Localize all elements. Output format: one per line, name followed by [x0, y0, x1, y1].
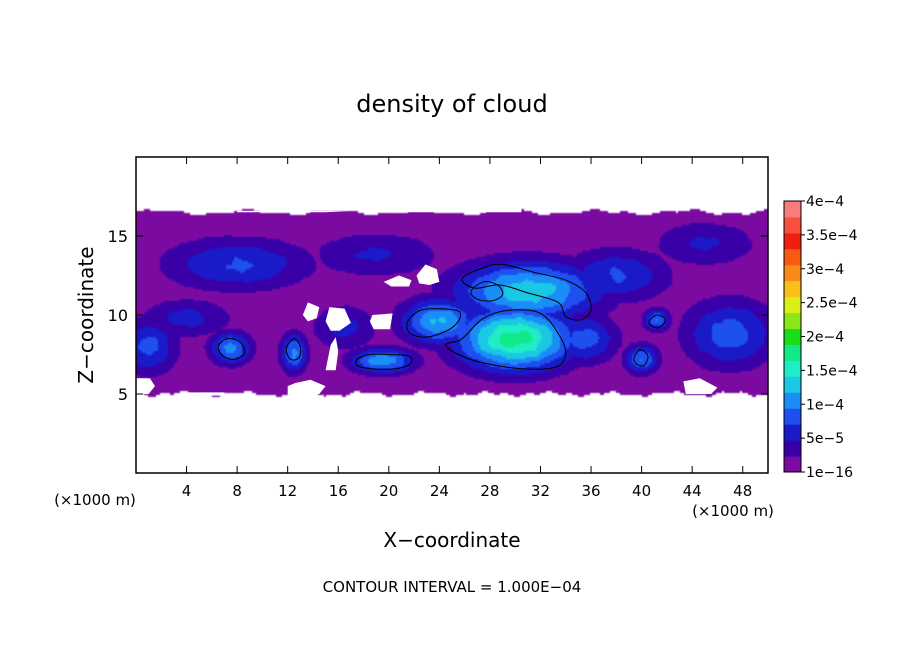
y-tick-label-1: 10 — [108, 306, 128, 325]
x-axis-ticks: 4 8 12 16 20 24 28 32 36 40 44 48 — [182, 157, 752, 500]
colorbar-band-14 — [784, 232, 801, 250]
contour-line-0 — [445, 309, 567, 370]
colorbar-band-10 — [784, 296, 801, 314]
colorbar-band-4 — [784, 392, 801, 409]
plot-area — [136, 157, 768, 473]
chart-title: density of cloud — [356, 90, 547, 118]
cloud-gap-11 — [184, 392, 225, 396]
colorbar-label-1: 5e−5 — [806, 431, 844, 447]
colorbar-label-2: 1e−4 — [806, 397, 844, 413]
x-tick-label-7: 32 — [531, 482, 550, 500]
cloud-gap-0 — [237, 210, 351, 213]
y-tick-label-0: 5 — [118, 385, 128, 404]
x-tick-label-10: 44 — [683, 482, 702, 500]
x-tick-label-1: 8 — [232, 482, 242, 500]
x-tick-label-0: 4 — [182, 482, 192, 500]
cloud-gap-6 — [369, 313, 393, 330]
colorbar-band-11 — [784, 280, 801, 298]
colorbar-band-3 — [784, 408, 801, 425]
x-tick-label-8: 36 — [581, 482, 600, 500]
x-tick-label-9: 40 — [632, 482, 651, 500]
colorbar-labels: 1e−16 5e−5 1e−4 1.5e−4 2e−4 2.5e−4 3e−4 3.5e−4 4… — [801, 194, 858, 481]
x-tick-label-3: 16 — [329, 482, 348, 500]
colorbar-band-13 — [784, 248, 801, 266]
y-axis-label: Z−coordinate — [74, 246, 98, 383]
cloud-gap-10 — [136, 378, 155, 394]
cloud-gap-1 — [388, 204, 522, 213]
gap-layer — [136, 204, 718, 396]
colorbar-label-7: 3.5e−4 — [806, 228, 858, 244]
colorbar-band-6 — [784, 360, 801, 377]
contour-line-7 — [633, 349, 649, 367]
cloud-gap-2 — [416, 264, 440, 285]
contour-line-8 — [648, 314, 667, 329]
colorbar-label-6: 3e−4 — [806, 262, 844, 278]
contour-line-3 — [406, 308, 462, 338]
colorbar-label-0: 1e−16 — [806, 465, 853, 481]
cloud-gap-4 — [302, 302, 320, 322]
x-tick-label-4: 20 — [379, 482, 398, 500]
cloud-gap-8 — [287, 379, 326, 394]
x-tick-label-6: 28 — [480, 482, 499, 500]
colorbar-band-5 — [784, 376, 801, 393]
colorbar-band-2 — [784, 424, 801, 441]
colorbar-band-12 — [784, 264, 801, 282]
colorbar-label-4: 2e−4 — [806, 330, 844, 346]
colorbar — [783, 200, 802, 473]
y-axis-ticks: 5 10 15 — [108, 227, 768, 404]
cloud-gap-7 — [325, 337, 339, 371]
contour-interval-note: CONTOUR INTERVAL = 1.000E−04 — [323, 578, 582, 596]
colorbar-band-0 — [784, 456, 801, 473]
cloud-gap-5 — [325, 307, 351, 331]
contour-line-5 — [285, 338, 302, 361]
contour-layer — [217, 263, 667, 370]
colorbar-label-8: 4e−4 — [806, 194, 844, 210]
x-axis-label: X−coordinate — [383, 528, 520, 552]
colorbar-band-1 — [784, 440, 801, 457]
x-unit-left: (×1000 m) — [54, 491, 136, 509]
y-tick-label-2: 15 — [108, 227, 128, 246]
colorbar-label-3: 1.5e−4 — [806, 363, 858, 379]
colorbar-band-15 — [784, 216, 801, 234]
contour-line-1 — [461, 263, 592, 321]
contour-line-2 — [470, 281, 504, 302]
x-tick-label-2: 12 — [278, 482, 297, 500]
x-tick-label-11: 48 — [733, 482, 752, 500]
cloud-gap-9 — [683, 378, 718, 394]
contour-line-6 — [355, 353, 413, 370]
colorbar-label-5: 2.5e−4 — [806, 296, 858, 312]
contour-line-4 — [217, 338, 246, 360]
cloud-gap-3 — [383, 275, 412, 287]
x-tick-label-5: 24 — [430, 482, 449, 500]
colorbar-band-16 — [784, 201, 801, 218]
colorbar-band-9 — [784, 312, 801, 330]
colorbar-band-7 — [784, 344, 801, 361]
colorbar-band-8 — [784, 328, 801, 345]
x-unit-right: (×1000 m) — [692, 502, 774, 520]
